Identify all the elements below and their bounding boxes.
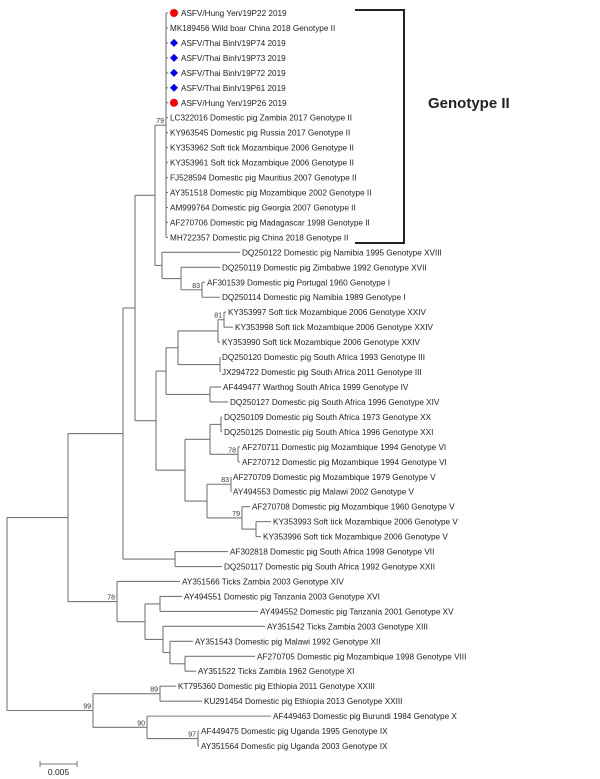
leaf-label: AY351518 Domestic pig Mozambique 2002 Ge… [170,189,371,198]
leaf-label: AY494553 Domestic pig Malawi 2002 Genoty… [233,488,415,497]
blue-diamond-marker-icon [170,83,178,92]
bootstrap-value: 79 [156,118,164,125]
bootstrap-value: 78 [107,595,115,602]
leaf-label: KY353990 Soft tick Mozambique 2006 Genot… [222,338,421,347]
leaf-label: KY353961 Soft tick Mozambique 2006 Genot… [170,159,354,168]
leaf-label: KY353962 Soft tick Mozambique 2006 Genot… [170,144,354,153]
leaf-label: KU291454 Domestic pig Ethiopia 2013 Geno… [204,697,402,706]
leaf-label: AF270709 Domestic pig Mozambique 1979 Ge… [233,473,436,482]
leaf-label: AF270712 Domestic pig Mozambique 1994 Ge… [242,458,447,467]
leaf-label: AY351564 Domestic pig Uganda 2003 Genoty… [201,742,388,751]
leaf-labels: ASFV/Hung Yen/19P22 2019 MK189456 Wild bo… [170,9,466,751]
bootstrap-values: 79 83 81 78 83 79 78 89 97 90 99 [83,118,240,738]
leaf-label: AF301539 Domestic pig Portugal 1960 Geno… [207,278,390,287]
leaf-label: AF449475 Domestic pig Uganda 1995 Genoty… [201,727,388,736]
leaf-label: ASFV/Hung Yen/19P26 2019 [181,99,287,108]
leaf-label: AF449477 Warthog South Africa 1999 Genot… [223,383,409,392]
leaf-label: AY351522 Ticks Zambia 1962 Genotype XI [198,667,354,676]
leaf-label: AM999764 Domestic pig Georgia 2007 Genot… [170,203,356,212]
blue-diamond-marker-icon [170,38,178,47]
scale-bar-label: 0.005 [48,767,70,777]
blue-diamond-marker-icon [170,53,178,62]
leaf-label: AY351566 Ticks Zambia 2003 Genotype XIV [182,577,344,586]
leaf-label: DQ250114 Domestic pig Namibia 1989 Genot… [222,293,406,302]
leaf-label: KY353997 Soft tick Mozambique 2006 Genot… [228,308,427,317]
bootstrap-value: 83 [192,283,200,290]
leaf-label: KY963545 Domestic pig Russia 2017 Genoty… [170,129,350,138]
leaf-label: AF270706 Domestic pig Madagascar 1998 Ge… [170,218,370,227]
bootstrap-value: 79 [232,511,240,518]
bootstrap-value: 97 [188,732,196,739]
bootstrap-value: 90 [137,720,145,727]
bootstrap-value: 78 [228,447,236,454]
blue-diamond-marker-icon [170,68,178,77]
leaf-label: AY351543 Domestic pig Malawi 1992 Genoty… [195,637,381,646]
leaf-label: ASFV/Thai Binh/19P73 2019 [181,54,286,63]
leaf-label: AY494552 Domestic pig Tanzania 2001 Geno… [260,607,454,616]
leaf-label: LC322016 Domestic pig Zambia 2017 Genoty… [170,114,352,123]
leaf-label: ASFV/Thai Binh/19P72 2019 [181,69,286,78]
leaf-label: MK189456 Wild boar China 2018 Genotype I… [170,24,335,33]
leaf-label: AF270711 Domestic pig Mozambique 1994 Ge… [242,443,446,452]
genotype-ii-label: Genotype II [428,95,510,112]
leaf-label: KY353993 Soft tick Mozambique 2006 Genot… [273,518,458,527]
bootstrap-value: 99 [83,704,91,711]
scale-bar: 0.005 [39,761,78,777]
leaf-label: AY494551 Domestic pig Tanzania 2003 Geno… [184,592,380,601]
leaf-label: KY353996 Soft tick Mozambique 2006 Genot… [263,533,448,542]
leaf-label: DQ250109 Domestic pig South Africa 1973 … [224,413,432,422]
leaf-label: FJ528594 Domestic pig Mauritius 2007 Gen… [170,174,357,183]
leaf-label: DQ250119 Domestic pig Zimbabwe 1992 Geno… [222,263,427,272]
red-circle-marker-icon [170,9,178,17]
leaf-label: AY351542 Ticks Zambia 2003 Genotype XIII [267,622,428,631]
bootstrap-value: 83 [221,477,229,484]
leaf-label: AF270705 Domestic pig Mozambique 1998 Ge… [257,652,466,661]
bootstrap-value: 81 [214,313,222,320]
leaf-label: AF270708 Domestic pig Mozambique 1960 Ge… [252,503,455,512]
leaf-label: DQ250120 Domestic pig South Africa 1993 … [222,353,425,362]
leaf-label: ASFV/Thai Binh/19P61 2019 [181,84,286,93]
leaf-label: ASFV/Hung Yen/19P22 2019 [181,9,287,18]
leaf-label: ASFV/Thai Binh/19P74 2019 [181,39,286,48]
leaf-label: DQ250125 Domestic pig South Africa 1996 … [224,428,433,437]
leaf-label: DQ250117 Domestic pig South Africa 1992 … [224,563,435,572]
leaf-label: KT795360 Domestic pig Ethiopia 2011 Geno… [178,682,375,691]
leaf-label: AF302818 Domestic pig South Africa 1998 … [230,548,434,557]
tree-branches [6,12,271,747]
genotype-ii-bracket [355,9,405,244]
leaf-label: JX294722 Domestic pig South Africa 2011 … [222,368,422,377]
bootstrap-value: 89 [150,687,158,694]
leaf-label: DQ250127 Domestic pig South Africa 1996 … [230,398,440,407]
leaf-label: KY353998 Soft tick Mozambique 2006 Genot… [235,323,434,332]
leaf-label: DQ250122 Domestic pig Namibia 1995 Genot… [242,248,442,257]
leaf-label: MH722357 Domestic pig China 2018 Genotyp… [170,233,348,242]
leaf-label: AF449463 Domestic pig Burundi 1984 Genot… [273,712,457,721]
red-circle-marker-icon [170,98,178,107]
